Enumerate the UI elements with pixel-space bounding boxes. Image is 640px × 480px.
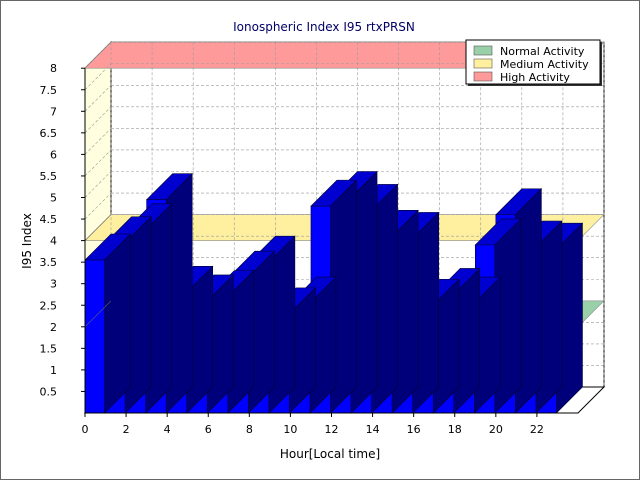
legend-swatch-high-activity (473, 71, 493, 82)
legend-swatch-medium-activity (473, 58, 493, 69)
x-tick-label: 0 (82, 423, 89, 436)
grid-line-side (84, 106, 112, 134)
grid-line-side (84, 128, 112, 155)
y-tick-label: 2.5 (40, 299, 58, 312)
x-tick-label: 10 (283, 423, 297, 436)
x-axis-label: Hour[Local time] (280, 447, 380, 461)
legend-swatch-normal-activity (473, 45, 493, 56)
legend-label-high-activity: High Activity (500, 71, 570, 84)
y-tick-label: 1 (50, 364, 57, 377)
grid-line-side (84, 171, 112, 198)
y-tick-label: 1.5 (40, 342, 58, 355)
y-tick-label: 6.5 (40, 127, 58, 140)
x-tick-label: 12 (325, 423, 339, 436)
y-tick-label: 2 (50, 321, 57, 334)
grid-line-side (84, 41, 112, 69)
plot-area: 0.5 1 1.5 2 2.5 3 3.5 4 4.5 5 5.5 6 6.5 7 7.5 8 0 2 4 6 8 10 1… (40, 40, 606, 436)
y-tick-label: 4.5 (40, 213, 58, 226)
legend-label-medium-activity: Medium Activity (500, 58, 589, 71)
x-tick-label: 8 (246, 423, 253, 436)
y-tick-label: 8 (50, 62, 57, 75)
chart-title: Ionospheric Index I95 rtxPRSN (233, 20, 415, 34)
y-tick-label: 6 (50, 148, 57, 161)
x-tick-label: 22 (530, 423, 544, 436)
grid-line-side (84, 63, 112, 90)
grid-line-side (84, 85, 112, 112)
x-tick-label: 2 (123, 423, 130, 436)
band-edge (84, 300, 112, 328)
x-tick-label: 4 (164, 423, 171, 436)
y-tick-label: 4 (50, 235, 57, 248)
x-tick-label: 20 (489, 423, 503, 436)
y-axis-label: I95 Index (20, 213, 34, 269)
y-tick-label: 5 (50, 192, 57, 205)
x-tick-label: 6 (205, 423, 212, 436)
grid-line-side (84, 149, 112, 177)
y-tick-label: 0.5 (40, 385, 58, 398)
x-tick-label: 14 (366, 423, 380, 436)
y-tick-label: 7.5 (40, 84, 58, 97)
band-edge (84, 214, 112, 241)
bar-side (104, 233, 131, 414)
y-tick-label: 3 (50, 278, 57, 291)
x-tick-label: 18 (448, 423, 462, 436)
y-tick-label: 3.5 (40, 256, 58, 269)
bar-front (84, 259, 105, 414)
grid-line-side (84, 192, 112, 220)
bars (84, 170, 584, 414)
x-tick-label: 16 (407, 423, 421, 436)
legend-label-normal-activity: Normal Activity (500, 45, 585, 58)
y-tick-label: 7 (50, 105, 57, 118)
y-tick-label: 5.5 (40, 170, 58, 183)
bar-0 (84, 233, 132, 414)
